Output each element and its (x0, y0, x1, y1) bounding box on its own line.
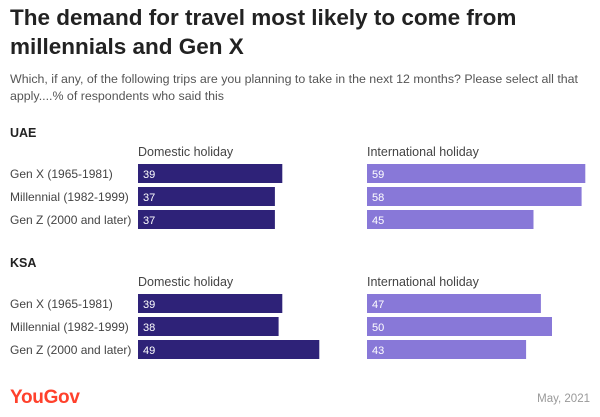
bar (367, 340, 527, 359)
category-label: Gen X (1965-1981) (10, 167, 113, 181)
bar (367, 317, 552, 336)
bar (367, 187, 582, 206)
data-label: 43 (372, 345, 384, 357)
data-label: 45 (372, 215, 384, 227)
region-label-ksa: KSA (10, 256, 36, 270)
bar (367, 164, 586, 183)
data-label: 38 (143, 322, 155, 334)
yougov-logo: YouGov (10, 387, 80, 408)
bar (138, 210, 275, 229)
panel-label: International holiday (367, 145, 480, 159)
bar (138, 317, 279, 336)
category-label: Gen X (1965-1981) (10, 297, 113, 311)
data-label: 59 (372, 169, 384, 181)
bar (138, 340, 320, 359)
panel-label: Domestic holiday (138, 275, 234, 289)
data-label: 47 (372, 299, 384, 311)
chart-title: The demand for travel most likely to com… (10, 5, 517, 59)
category-label: Gen Z (2000 and later) (10, 213, 131, 227)
bar (367, 294, 541, 313)
data-label: 58 (372, 192, 384, 204)
bar (367, 210, 534, 229)
panel-label: International holiday (367, 275, 480, 289)
data-label: 39 (143, 299, 155, 311)
category-label: Millennial (1982-1999) (10, 320, 129, 334)
data-label: 50 (372, 322, 384, 334)
chart-subtitle: Which, if any, of the following trips ar… (10, 72, 578, 103)
panel-label: Domestic holiday (138, 145, 234, 159)
data-label: 49 (143, 345, 155, 357)
category-label: Gen Z (2000 and later) (10, 343, 131, 357)
bar (138, 294, 283, 313)
category-label: Millennial (1982-1999) (10, 190, 129, 204)
footer-date: May, 2021 (537, 393, 590, 405)
bar (138, 164, 283, 183)
data-label: 37 (143, 192, 155, 204)
region-label-uae: UAE (10, 126, 36, 140)
bar (138, 187, 275, 206)
data-label: 39 (143, 169, 155, 181)
data-label: 37 (143, 215, 155, 227)
